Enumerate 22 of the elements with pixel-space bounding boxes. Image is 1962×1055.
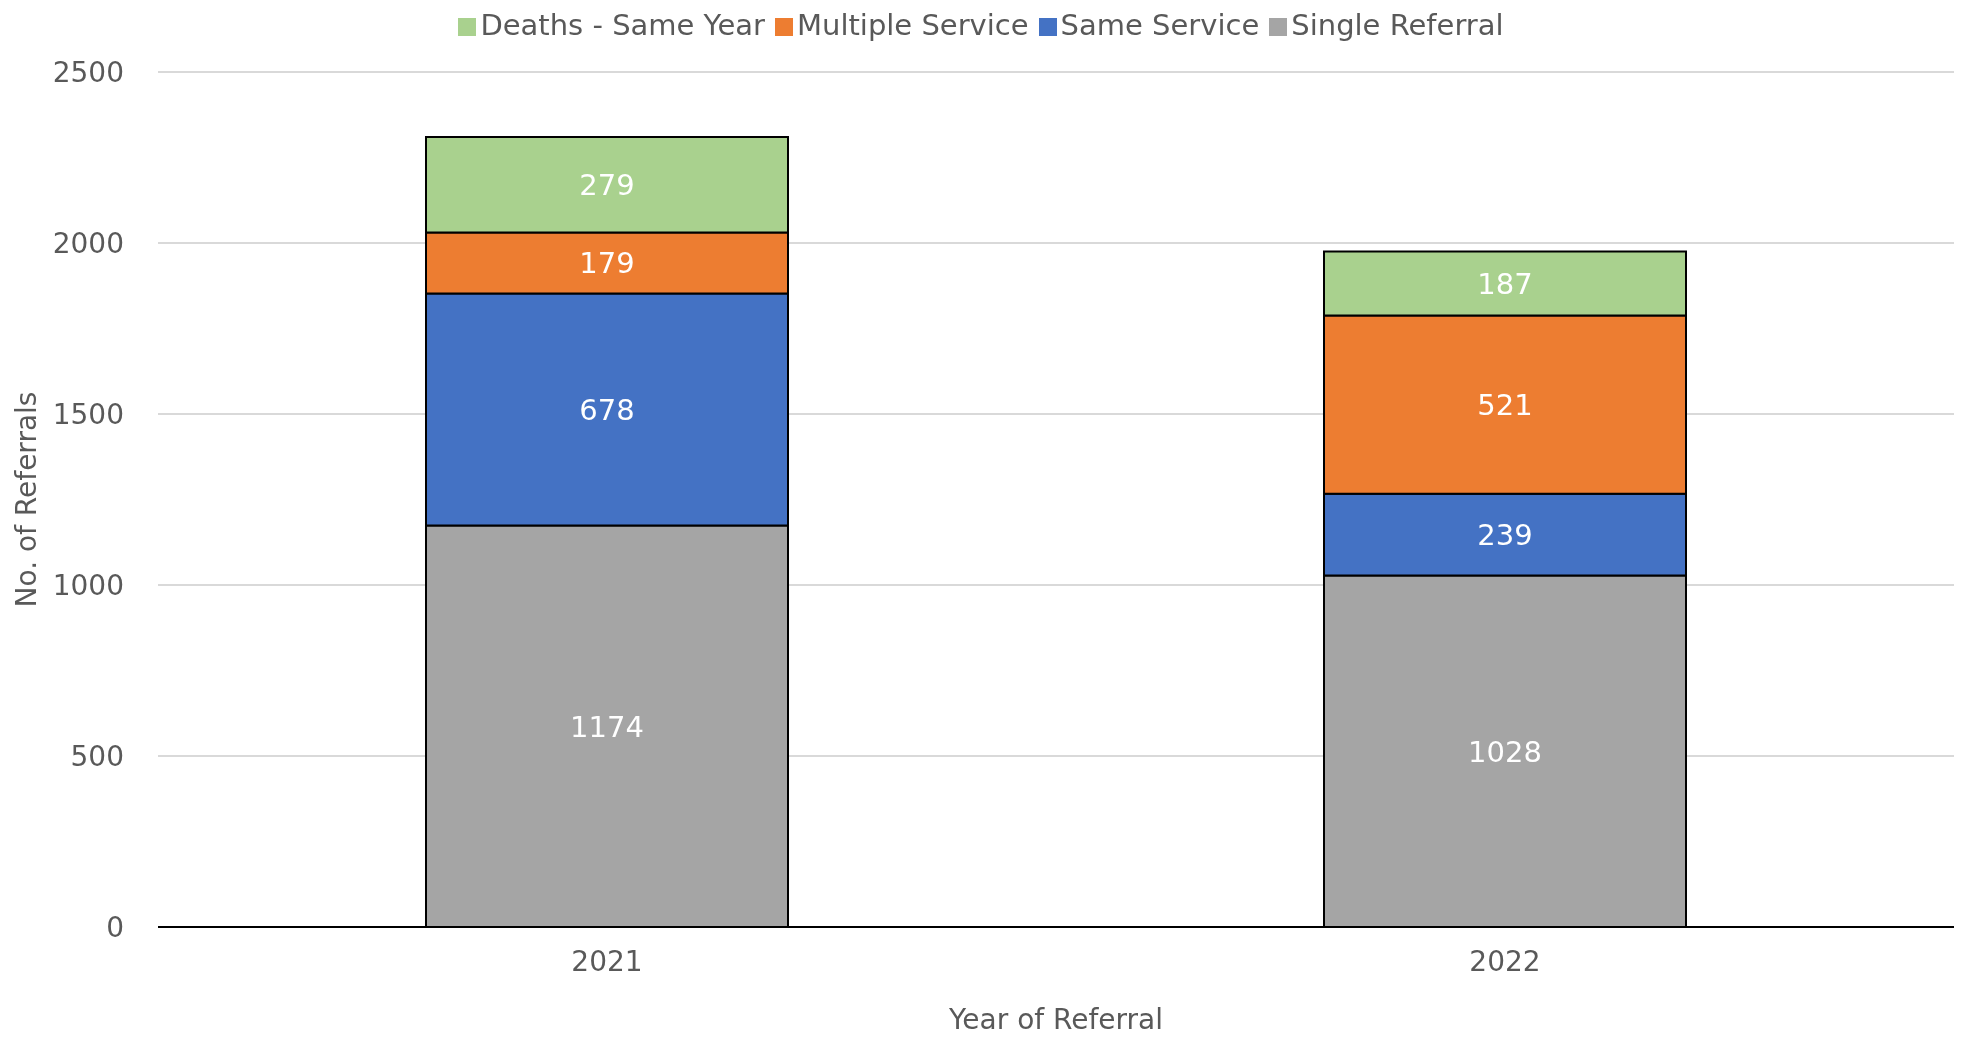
x-axis-title: Year of Referral — [947, 1003, 1164, 1036]
y-tick-label: 1000 — [52, 568, 124, 602]
data-label: 678 — [579, 392, 635, 427]
legend-label: Single Referral — [1291, 8, 1504, 42]
y-tick-label: 500 — [70, 739, 124, 773]
data-label: 239 — [1477, 517, 1533, 552]
y-tick-label: 2500 — [52, 55, 124, 89]
y-tick-label: 2000 — [52, 226, 124, 260]
legend-label: Multiple Service — [797, 8, 1029, 42]
legend-label: Same Service — [1060, 8, 1260, 42]
data-label: 521 — [1477, 387, 1533, 422]
x-tick-label: 2022 — [1469, 944, 1541, 978]
data-label: 279 — [579, 167, 635, 202]
x-tick-label: 2021 — [571, 944, 643, 978]
y-axis-title: No. of Referrals — [9, 391, 43, 608]
legend-label: Deaths - Same Year — [480, 8, 766, 42]
data-label: 1028 — [1468, 734, 1542, 769]
data-label: 179 — [579, 246, 635, 281]
data-label: 187 — [1477, 266, 1533, 301]
y-tick-label: 0 — [106, 910, 124, 944]
data-label: 1174 — [570, 709, 644, 744]
y-tick-label: 1500 — [52, 397, 124, 431]
